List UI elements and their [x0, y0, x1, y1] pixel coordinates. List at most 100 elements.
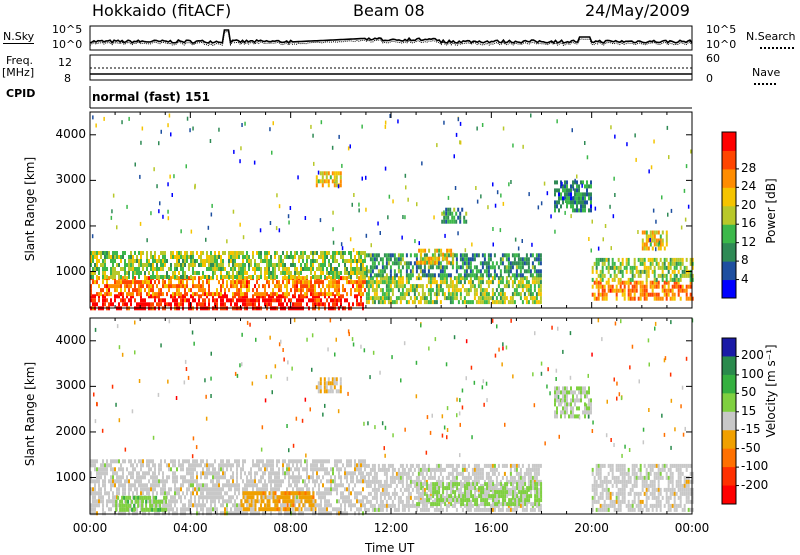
- power-cell: [452, 265, 454, 269]
- velocity-cell: [246, 483, 248, 487]
- power-cell: [334, 284, 336, 288]
- power-cell: [574, 188, 576, 192]
- power-cell: [382, 300, 384, 304]
- velocity-cell: [330, 487, 332, 491]
- power-cell: [578, 200, 580, 204]
- power-cell: [346, 271, 348, 275]
- velocity-cell: [234, 491, 236, 495]
- velocity-cell: [368, 492, 370, 496]
- power-cell: [600, 285, 602, 289]
- velocity-cell: [144, 475, 146, 479]
- velocity-cell: [243, 495, 245, 499]
- power-scatter-point: [436, 143, 438, 147]
- power-cell: [584, 192, 586, 196]
- power-cell: [294, 275, 296, 279]
- velocity-cell: [136, 487, 138, 491]
- velocity-cell: [192, 487, 194, 491]
- velocity-cell: [238, 459, 240, 463]
- power-cell: [528, 284, 530, 288]
- power-cell: [512, 280, 514, 284]
- power-cell: [524, 284, 526, 288]
- power-cell: [536, 300, 538, 304]
- power-cell: [122, 298, 124, 302]
- velocity-cell: [129, 504, 131, 508]
- power-cell: [316, 183, 318, 187]
- power-cell: [378, 269, 380, 273]
- power-cell: [268, 251, 270, 255]
- power-cell: [534, 257, 536, 261]
- power-cell: [242, 267, 244, 271]
- velocity-cell: [125, 500, 127, 504]
- velocity-cell: [266, 463, 268, 467]
- velocity-cell: [270, 463, 272, 467]
- velocity-cell: [188, 507, 190, 511]
- power-cell: [580, 200, 582, 204]
- power-cell: [470, 288, 472, 292]
- velocity-cell: [232, 479, 234, 483]
- velocity-cell: [289, 495, 291, 499]
- power-cell: [648, 270, 650, 274]
- power-cell: [264, 292, 266, 296]
- velocity-cell: [392, 500, 394, 504]
- velocity-cell: [326, 467, 328, 471]
- power-cell: [92, 267, 94, 271]
- power-cell: [474, 265, 476, 269]
- power-cell: [446, 257, 448, 261]
- power-cell: [152, 259, 154, 263]
- power-cell: [658, 266, 660, 270]
- power-cell: [148, 259, 150, 263]
- power-cell: [190, 259, 192, 263]
- power-cell: [400, 257, 402, 261]
- power-cell: [430, 300, 432, 304]
- velocity-cell: [430, 496, 432, 500]
- power-cell: [182, 255, 184, 259]
- power-cell: [414, 253, 416, 257]
- power-cell: [124, 284, 126, 288]
- power-cell: [596, 258, 598, 262]
- power-cell: [532, 265, 534, 269]
- power-scatter-point: [158, 209, 160, 213]
- power-cell: [148, 292, 150, 296]
- power-cell: [390, 280, 392, 284]
- velocity-cell: [382, 508, 384, 512]
- velocity-cell: [348, 495, 350, 499]
- power-scatter-point: [454, 154, 456, 158]
- velocity-cell: [190, 483, 192, 487]
- power-cell: [456, 269, 458, 273]
- power-cell: [465, 220, 467, 224]
- power-scatter-point: [103, 117, 105, 121]
- velocity-cell: [448, 472, 450, 476]
- velocity-cell: [152, 471, 154, 475]
- power-cell: [352, 267, 354, 271]
- power-cell: [676, 262, 678, 266]
- power-cell: [516, 288, 518, 292]
- velocity-cell: [154, 463, 156, 467]
- velocity-cell: [458, 488, 460, 492]
- velocity-cell: [192, 491, 194, 495]
- power-scatter-point: [279, 204, 281, 208]
- velocity-cell: [292, 459, 294, 463]
- velocity-cell: [358, 511, 360, 515]
- velocity-cell: [280, 511, 282, 515]
- velocity-cell: [104, 463, 106, 467]
- power-cell: [288, 271, 290, 275]
- power-cell: [338, 271, 340, 275]
- power-cell: [378, 273, 380, 277]
- power-cell: [174, 302, 176, 306]
- power-cell: [402, 253, 404, 257]
- velocity-cell: [196, 479, 198, 483]
- velocity-cell: [368, 464, 370, 468]
- velocity-cell: [386, 480, 388, 484]
- power-scatter-point: [443, 210, 445, 214]
- velocity-cell: [138, 475, 140, 479]
- power-cell: [326, 251, 328, 255]
- power-cell: [438, 249, 440, 253]
- power-cell: [622, 281, 624, 285]
- velocity-cell: [340, 483, 342, 487]
- velocity-cell: [344, 487, 346, 491]
- velocity-cell: [274, 475, 276, 479]
- power-cell: [126, 276, 128, 280]
- power-cell: [654, 270, 656, 274]
- power-cell: [455, 220, 457, 224]
- power-cell: [486, 265, 488, 269]
